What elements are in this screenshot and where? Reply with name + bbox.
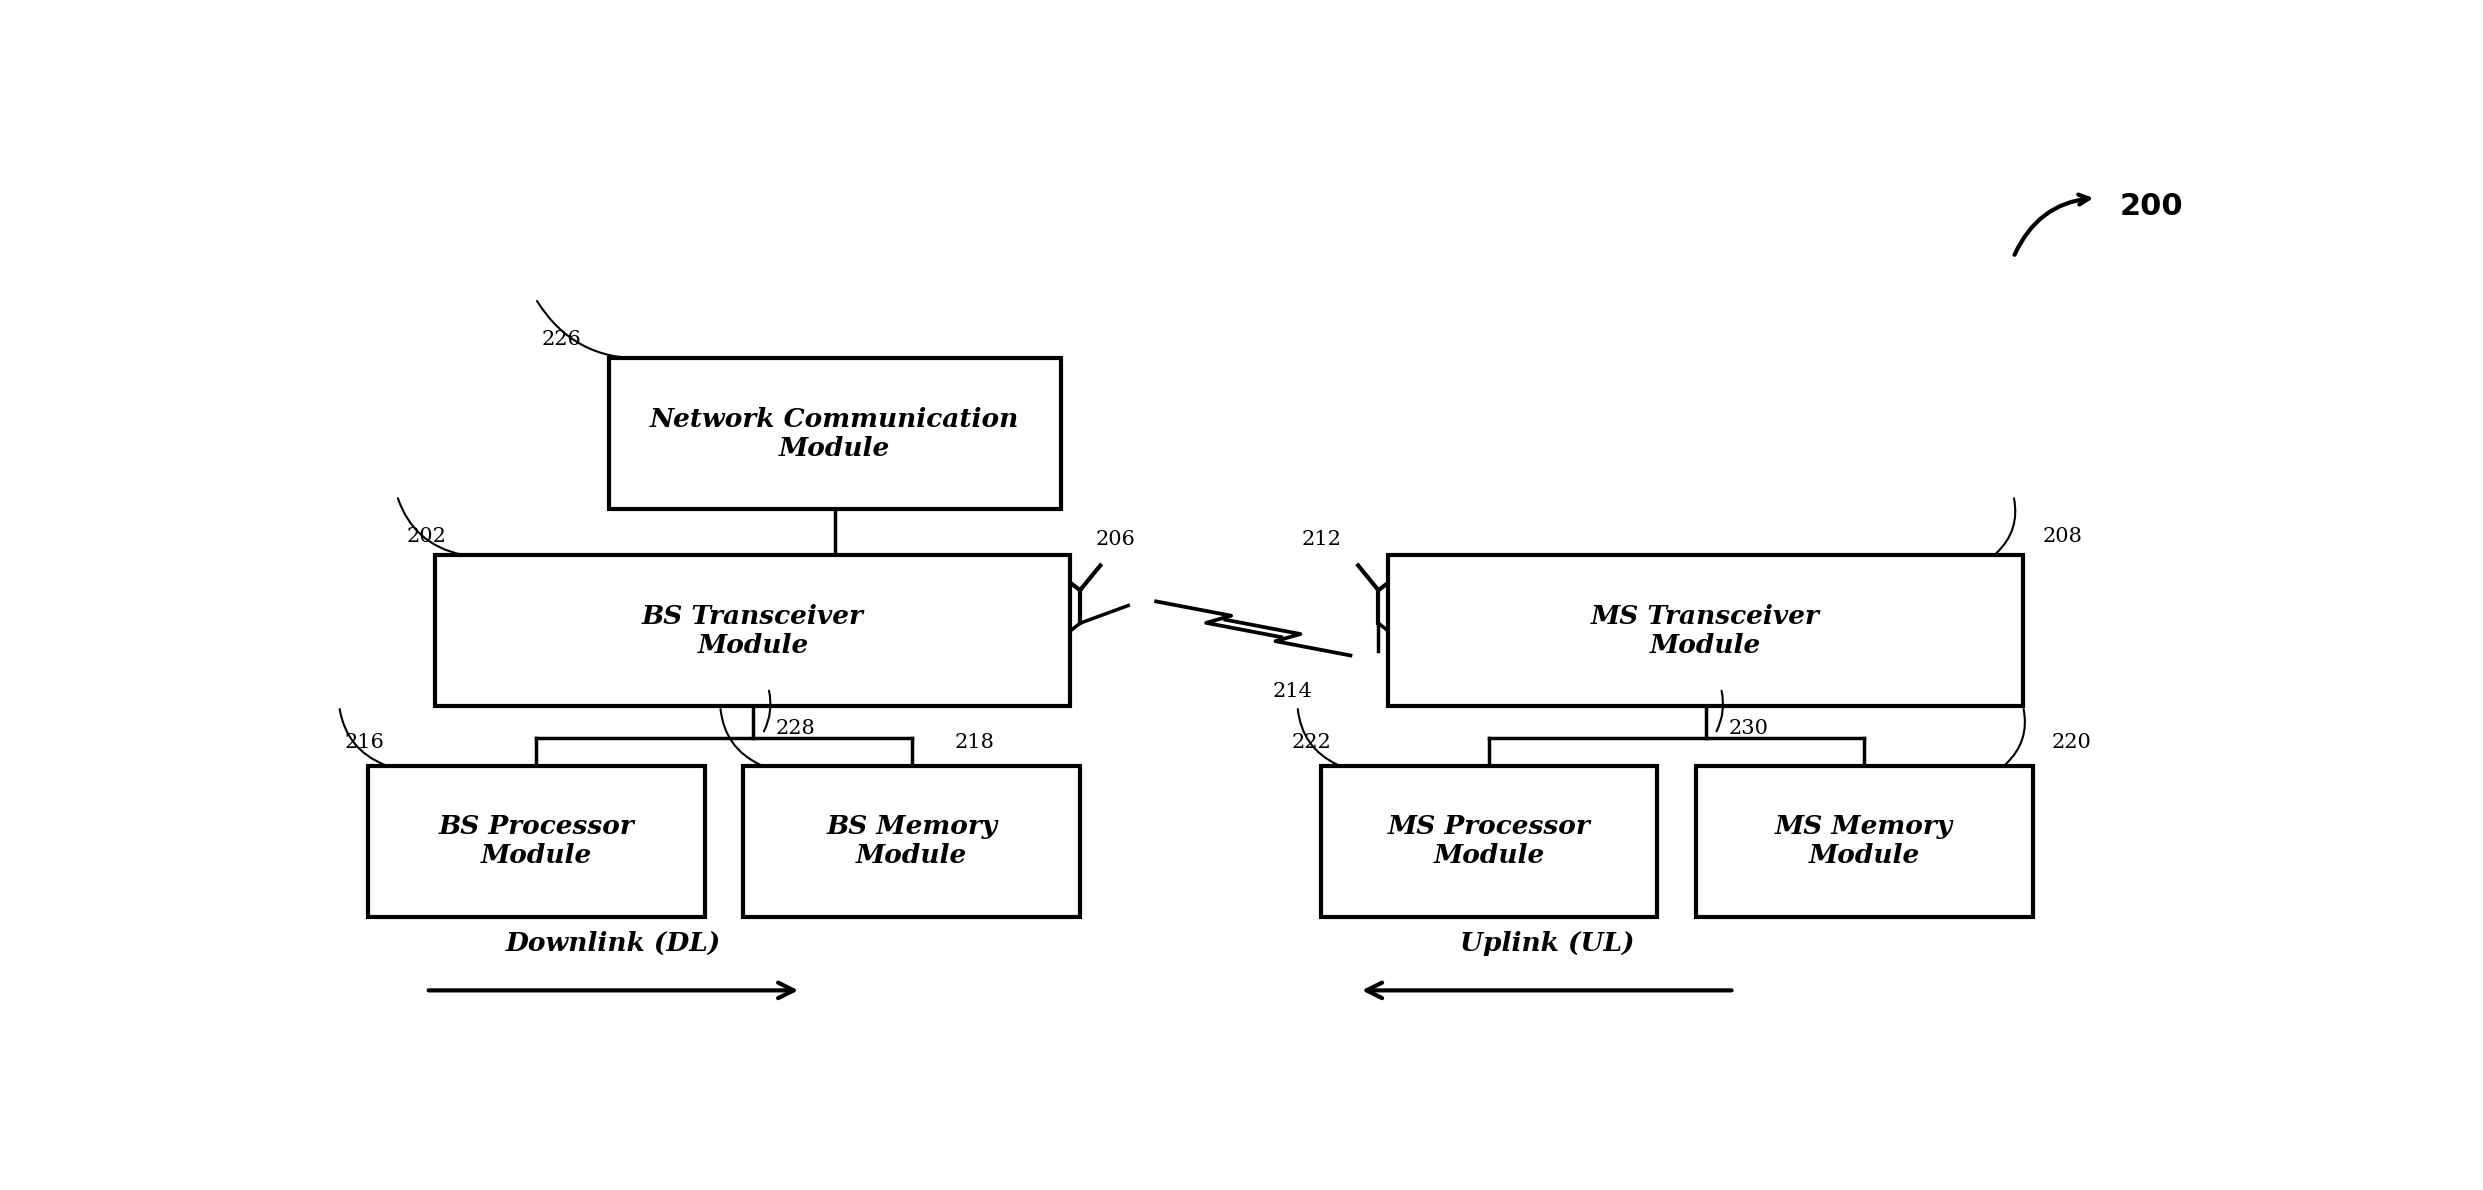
Text: 222: 222 [1291, 733, 1331, 752]
Text: MS Memory
Module: MS Memory Module [1775, 814, 1954, 869]
Text: 228: 228 [777, 719, 817, 738]
Text: 202: 202 [407, 527, 447, 546]
Text: 212: 212 [1301, 531, 1341, 550]
FancyBboxPatch shape [1696, 766, 2034, 917]
Text: 230: 230 [1728, 719, 1768, 738]
Text: Uplink (UL): Uplink (UL) [1460, 931, 1634, 956]
Text: 216: 216 [345, 733, 385, 752]
Text: MS Processor
Module: MS Processor Module [1388, 814, 1592, 869]
Text: 218: 218 [956, 733, 996, 752]
Text: 214: 214 [1274, 682, 1314, 701]
FancyBboxPatch shape [1321, 766, 1659, 917]
Text: BS Memory
Module: BS Memory Module [827, 814, 998, 869]
Text: 206: 206 [1095, 531, 1135, 550]
Text: MS Transceiver
Module: MS Transceiver Module [1592, 603, 1820, 658]
Text: 220: 220 [2051, 733, 2091, 752]
Text: Downlink (DL): Downlink (DL) [507, 931, 720, 956]
FancyBboxPatch shape [742, 766, 1080, 917]
FancyBboxPatch shape [435, 555, 1070, 707]
Text: BS Transceiver
Module: BS Transceiver Module [643, 603, 864, 658]
Text: 200: 200 [2120, 193, 2183, 221]
Text: Network Communication
Module: Network Communication Module [651, 407, 1021, 461]
Text: 226: 226 [541, 330, 581, 349]
FancyBboxPatch shape [1388, 555, 2024, 707]
Text: BS Processor
Module: BS Processor Module [439, 814, 633, 869]
FancyBboxPatch shape [367, 766, 705, 917]
FancyBboxPatch shape [608, 358, 1060, 509]
Text: 208: 208 [2044, 527, 2083, 546]
